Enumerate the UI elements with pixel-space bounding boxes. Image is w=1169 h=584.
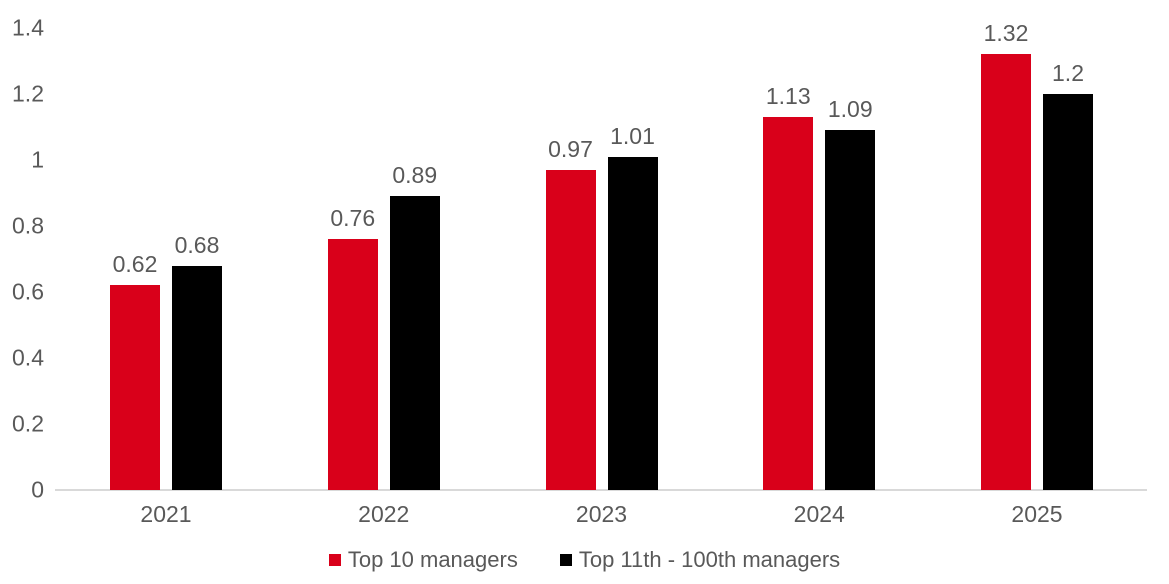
x-axis-line: [55, 489, 1147, 491]
bar-value-label: 0.76: [330, 205, 376, 231]
legend-item-2: Top 11th - 100th managers: [559, 547, 841, 573]
y-axis-tick-label: 0.6: [12, 278, 44, 305]
x-axis-category-label: 2022: [358, 501, 410, 527]
y-axis-tick-label: 1.4: [12, 14, 44, 41]
bar-value-label: 1.09: [827, 96, 873, 122]
y-axis-tick-label: 0: [31, 476, 44, 503]
x-axis-category-label: 2025: [1011, 501, 1063, 527]
y-axis-tick-label: 0.8: [12, 212, 44, 239]
bar-value-label: 1.13: [765, 83, 811, 109]
bar-value-label: 0.97: [548, 136, 593, 162]
legend-item-1: Top 10 managers: [328, 547, 518, 573]
y-axis-tick-label: 0.2: [12, 410, 44, 437]
x-axis-category-label: 2024: [793, 501, 845, 527]
bar-2025-series-2: [1043, 94, 1093, 490]
bar-2022-series-2: [389, 196, 440, 490]
bar-2025-series-1: [981, 54, 1031, 490]
bar-value-label: 0.62: [112, 251, 158, 277]
x-axis-category-label: 2023: [575, 501, 628, 527]
bar-value-label: 1.01: [610, 123, 655, 149]
bar-2023-series-2: [607, 157, 658, 490]
legend-label: Top 11th - 100th managers: [578, 547, 841, 572]
bar-2023-series-1: [545, 170, 596, 490]
y-axis-tick-label: 0.4: [12, 344, 44, 371]
x-axis-category-label: 2021: [140, 501, 192, 527]
chart-legend: Top 10 managers Top 11th - 100th managers: [0, 547, 1169, 573]
legend-marker-icon: [328, 554, 341, 566]
y-axis-tick-label: 1.2: [12, 80, 44, 107]
bar-value-label: 1.32: [983, 20, 1029, 46]
bar-value-label: 1.2: [1052, 60, 1084, 86]
bar-2024-series-2: [825, 130, 876, 490]
legend-label: Top 10 managers: [347, 547, 518, 572]
bar-2024-series-1: [763, 117, 814, 490]
bar-2021-series-1: [110, 285, 160, 490]
y-axis-tick-label: 1: [31, 146, 44, 173]
bar-value-label: 0.68: [174, 232, 220, 258]
bar-2021-series-2: [172, 266, 222, 490]
legend-marker-icon: [559, 554, 572, 566]
bar-2022-series-1: [327, 239, 378, 490]
bar-value-label: 0.89: [392, 162, 438, 188]
